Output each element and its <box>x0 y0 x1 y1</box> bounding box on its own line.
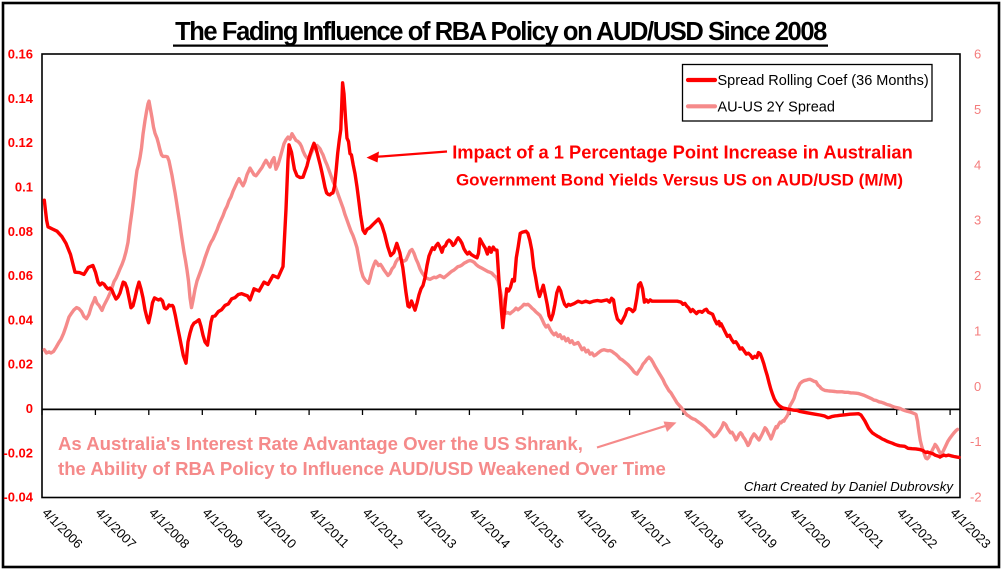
svg-text:4: 4 <box>974 157 981 172</box>
svg-text:0: 0 <box>26 401 33 416</box>
svg-text:As Australia's Interest Rate A: As Australia's Interest Rate Advantage O… <box>58 433 583 454</box>
svg-text:1: 1 <box>974 324 981 339</box>
svg-text:Spread Rolling Coef (36 Months: Spread Rolling Coef (36 Months) <box>718 73 929 89</box>
svg-text:0.16: 0.16 <box>8 47 33 62</box>
svg-text:The Fading Influence of RBA Po: The Fading Influence of RBA Policy on AU… <box>175 18 827 46</box>
svg-text:-2: -2 <box>970 490 982 505</box>
svg-text:the Ability of RBA Policy to I: the Ability of RBA Policy to Influence A… <box>58 458 666 479</box>
svg-text:6: 6 <box>974 47 981 62</box>
svg-text:Chart Created by Daniel Dubrov: Chart Created by Daniel Dubrovsky <box>744 479 954 494</box>
svg-text:0.02: 0.02 <box>8 357 33 372</box>
svg-text:0.06: 0.06 <box>8 268 33 283</box>
svg-text:0.08: 0.08 <box>8 224 33 239</box>
svg-text:-1: -1 <box>970 434 982 449</box>
svg-text:0.12: 0.12 <box>8 135 33 150</box>
svg-text:0.04: 0.04 <box>8 312 34 327</box>
svg-text:Government Bond Yields Versus: Government Bond Yields Versus US on AUD/… <box>456 171 903 190</box>
svg-text:-0.02: -0.02 <box>3 445 33 460</box>
svg-text:2: 2 <box>974 268 981 283</box>
svg-text:0: 0 <box>974 379 981 394</box>
svg-text:0.1: 0.1 <box>15 180 33 195</box>
svg-text:0.14: 0.14 <box>8 91 34 106</box>
svg-text:Impact of a 1 Percentage Point: Impact of a 1 Percentage Point Increase … <box>452 142 913 163</box>
svg-text:AU-US 2Y Spread: AU-US 2Y Spread <box>718 99 835 115</box>
svg-text:-0.04: -0.04 <box>3 490 33 505</box>
svg-text:5: 5 <box>974 102 981 117</box>
svg-text:3: 3 <box>974 213 981 228</box>
